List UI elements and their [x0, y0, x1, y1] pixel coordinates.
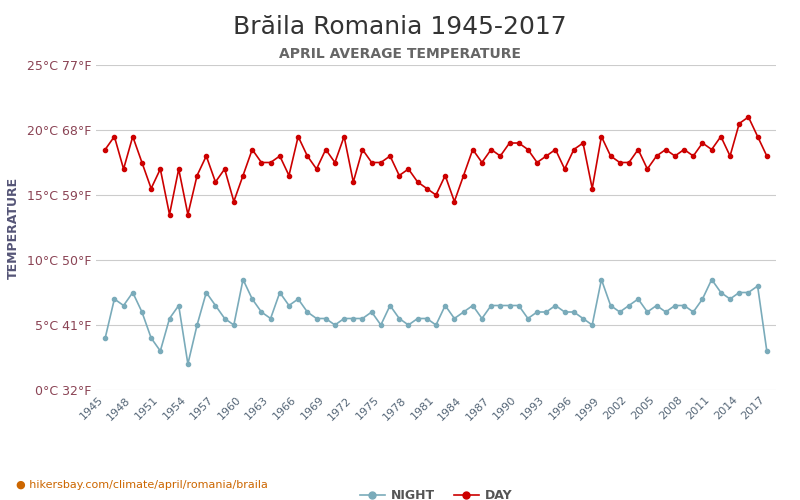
Text: APRIL AVERAGE TEMPERATURE: APRIL AVERAGE TEMPERATURE — [279, 48, 521, 62]
Text: ● hikersbay.com/climate/april/romania/braila: ● hikersbay.com/climate/april/romania/br… — [16, 480, 268, 490]
Y-axis label: TEMPERATURE: TEMPERATURE — [6, 176, 20, 278]
Text: Brăila Romania 1945-2017: Brăila Romania 1945-2017 — [233, 15, 567, 39]
Legend: NIGHT, DAY: NIGHT, DAY — [354, 484, 518, 500]
